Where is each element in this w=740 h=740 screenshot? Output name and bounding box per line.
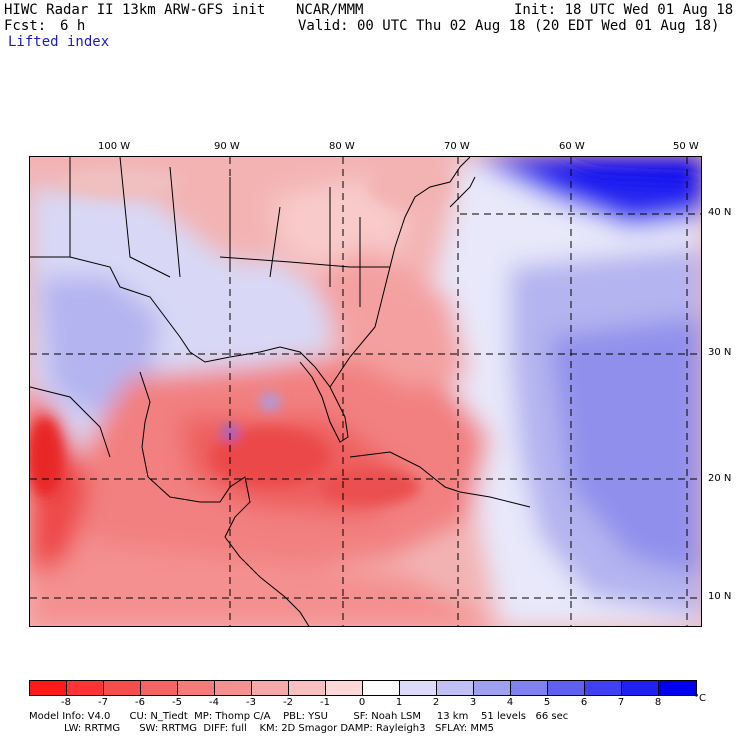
colorbar-swatch — [474, 681, 511, 695]
map-canvas — [30, 157, 701, 626]
colorbar-swatch — [326, 681, 363, 695]
colorbar-tick-label: 4 — [506, 697, 514, 708]
colorbar-tick-label: 0 — [358, 697, 366, 708]
colorbar-swatch — [30, 681, 67, 695]
model-info-line-2: LW: RRTMG SW: RRTMG DIFF: full KM: 2D Sm… — [29, 723, 494, 734]
colorbar — [29, 680, 697, 696]
field-name: Lifted index — [8, 34, 110, 50]
colorbar-swatch — [400, 681, 437, 695]
colorbar-swatch — [252, 681, 289, 695]
org-label: NCAR/MMM — [296, 2, 364, 18]
colorbar-unit: °C — [694, 693, 706, 704]
colorbar-tick-label: -4 — [209, 697, 219, 708]
colorbar-swatch — [178, 681, 215, 695]
lat-lon-grid — [30, 157, 701, 626]
valid-time: Valid: 00 UTC Thu 02 Aug 18 (20 EDT Wed … — [298, 18, 720, 34]
colorbar-tick-label: -8 — [61, 697, 71, 708]
lat-label-10n: 10 N — [708, 591, 732, 602]
colorbar-swatch — [104, 681, 141, 695]
lon-label-70w: 70 W — [444, 141, 470, 152]
colorbar-swatch — [289, 681, 326, 695]
lon-label-90w: 90 W — [214, 141, 240, 152]
colorbar-swatch — [548, 681, 585, 695]
lon-label-60w: 60 W — [559, 141, 585, 152]
colorbar-swatch — [622, 681, 659, 695]
lat-label-20n: 20 N — [708, 473, 732, 484]
colorbar-tick-label: -3 — [246, 697, 256, 708]
colorbar-tick-label: 1 — [395, 697, 403, 708]
colorbar-tick-label: -6 — [135, 697, 145, 708]
colorbar-swatch — [585, 681, 622, 695]
colorbar-tick-label: 5 — [543, 697, 551, 708]
model-info-line-1: Model Info: V4.0 CU: N_Tiedt MP: Thomp C… — [29, 711, 569, 722]
forecast-label: Fcst: — [4, 18, 47, 34]
colorbar-tick-label: 2 — [432, 697, 440, 708]
lat-label-30n: 30 N — [708, 347, 732, 358]
lat-label-40n: 40 N — [708, 207, 732, 218]
init-time: Init: 18 UTC Wed 01 Aug 18 — [514, 2, 734, 18]
colorbar-swatch — [215, 681, 252, 695]
forecast-hour: 6 h — [60, 18, 86, 34]
field-detail — [30, 167, 450, 505]
colorbar-swatch — [659, 681, 696, 695]
lon-label-80w: 80 W — [329, 141, 355, 152]
model-title: HIWC Radar II 13km ARW-GFS init — [4, 2, 266, 18]
colorbar-tick-label: -1 — [320, 697, 330, 708]
lon-label-50w: 50 W — [673, 141, 699, 152]
colorbar-tick-label: 8 — [654, 697, 662, 708]
lifted-index-map — [29, 156, 702, 627]
colorbar-swatch — [67, 681, 104, 695]
colorbar-tick-label: -2 — [283, 697, 293, 708]
colorbar-tick-label: 6 — [580, 697, 588, 708]
colorbar-swatch — [511, 681, 548, 695]
colorbar-swatch — [437, 681, 474, 695]
colorbar-swatch — [363, 681, 400, 695]
colorbar-tick-label: -7 — [98, 697, 108, 708]
colorbar-tick-label: -5 — [172, 697, 182, 708]
field-shading — [30, 157, 701, 626]
lon-label-100w: 100 W — [98, 141, 131, 152]
colorbar-tick-label: 7 — [617, 697, 625, 708]
colorbar-swatch — [141, 681, 178, 695]
colorbar-tick-label: 3 — [469, 697, 477, 708]
